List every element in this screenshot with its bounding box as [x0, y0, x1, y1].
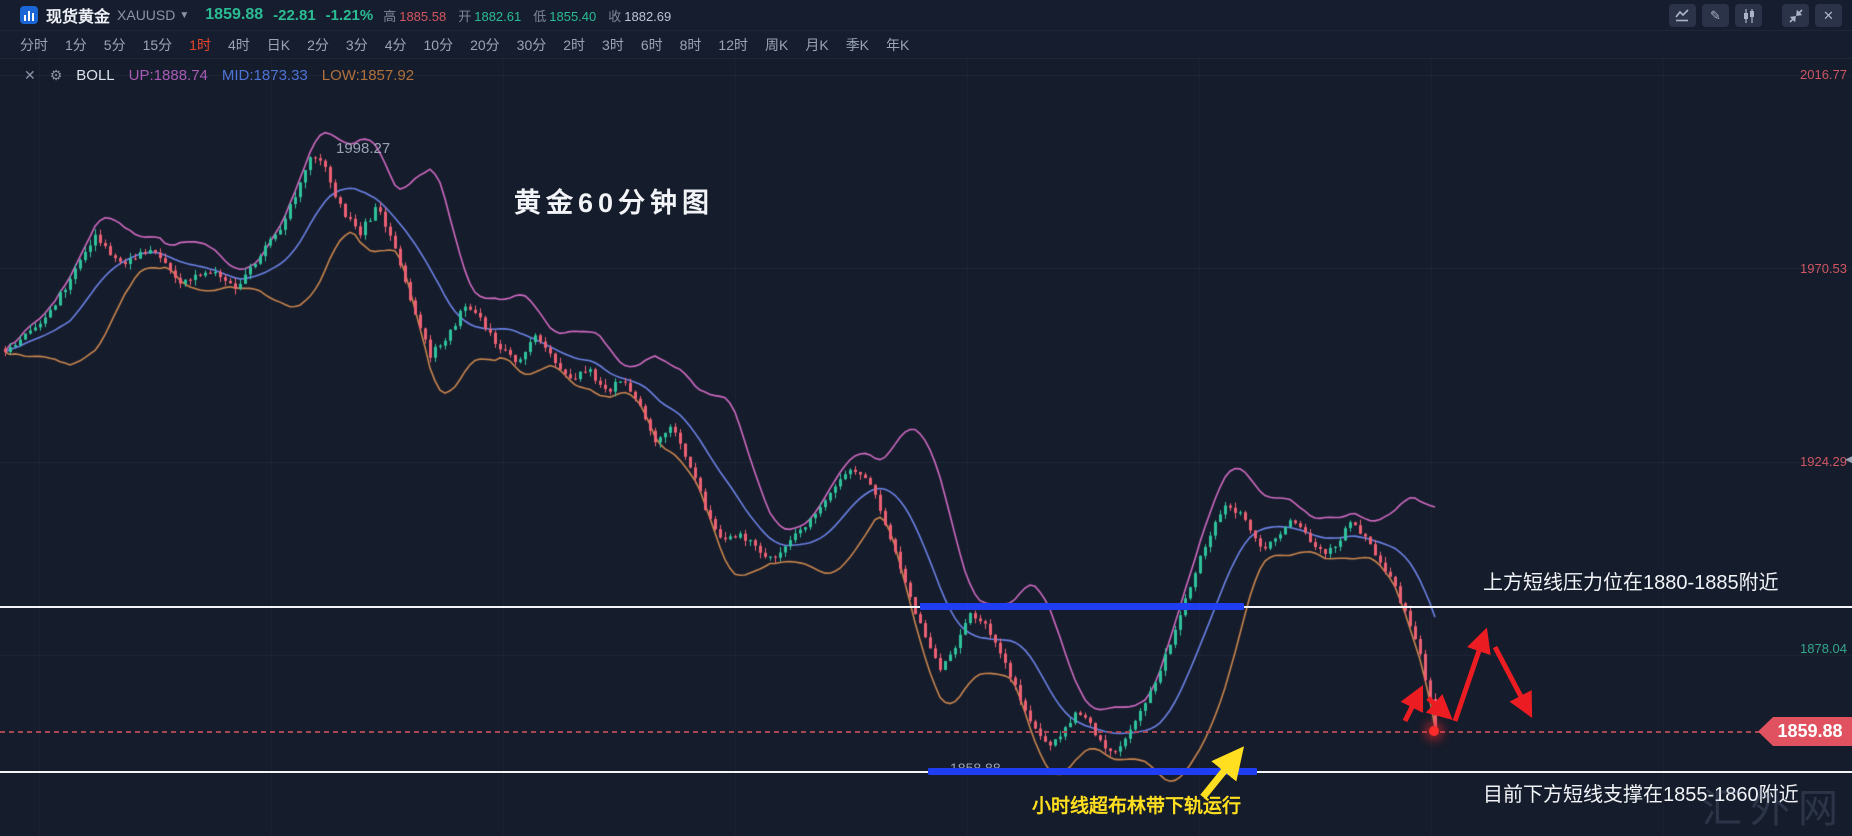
- current-price-tag: 1859.88: [1758, 717, 1852, 746]
- timeframe-tab-4时[interactable]: 4时: [227, 36, 250, 53]
- timeframe-tab-20分[interactable]: 20分: [470, 36, 500, 53]
- timeframe-tab-15分[interactable]: 15分: [142, 36, 173, 53]
- symbol-code: XAUUSD: [117, 7, 176, 23]
- timeframe-tab-1分[interactable]: 1分: [65, 36, 87, 53]
- last-price: 1859.88: [205, 6, 264, 23]
- resistance-blue-segment[interactable]: [920, 603, 1244, 610]
- boll-mid-value: MID:1873.33: [221, 66, 308, 84]
- timeframe-tab-月K[interactable]: 月K: [805, 36, 829, 53]
- timeframe-tab-日K[interactable]: 日K: [266, 36, 291, 53]
- indicator-close-icon[interactable]: ✕: [24, 66, 36, 83]
- chart-toolbar: ✎ ✕: [1669, 4, 1842, 27]
- price-change-percent: -1.21%: [325, 6, 374, 24]
- axis-label-1924.29: 1924.29: [1800, 454, 1847, 469]
- timeframe-tab-4分[interactable]: 4分: [384, 36, 407, 53]
- axis-label-1970.53: 1970.53: [1800, 261, 1847, 276]
- boll-low-value: LOW:1857.92: [321, 66, 415, 84]
- chart-title-annotation: 黄金60分钟图: [514, 188, 715, 218]
- axis-label-2016.77: 2016.77: [1800, 67, 1847, 82]
- symbol-header-bar: 现货黄金 XAUUSD ▼ 1859.88 -22.81 -1.21% 高 188…: [0, 0, 1852, 31]
- support-blue-segment[interactable]: [928, 768, 1257, 775]
- current-price-dashed-line: [0, 731, 1852, 733]
- timeframe-tab-8时[interactable]: 8时: [679, 36, 702, 53]
- symbol-dropdown-caret-icon[interactable]: ▼: [179, 9, 190, 21]
- stat-开: 开 1882.61: [458, 8, 522, 24]
- ohlc-stats: 高 1885.58 开 1882.61 低 1855.40 收 1882.69: [383, 6, 683, 25]
- timeframe-tab-10分[interactable]: 10分: [423, 36, 454, 53]
- timeframe-tab-2分[interactable]: 2分: [307, 36, 329, 53]
- stat-收: 收 1882.69: [608, 8, 672, 24]
- collapse-icon[interactable]: [1782, 4, 1809, 27]
- timeframe-tab-3时[interactable]: 3时: [602, 36, 624, 53]
- draw-pencil-icon[interactable]: ✎: [1702, 4, 1729, 27]
- current-price-value: 1859.88: [1777, 721, 1843, 741]
- stat-低: 低 1855.40: [533, 8, 597, 24]
- timeframe-tab-30分[interactable]: 30分: [516, 36, 547, 53]
- axis-collapse-arrow-icon[interactable]: ◀: [1845, 454, 1852, 464]
- indicator-legend: ✕ ⚙ BOLL UP:1888.74 MID:1873.33 LOW:1857…: [24, 64, 414, 86]
- axis-label-1878.04: 1878.04: [1800, 641, 1847, 656]
- timeframe-tabs: 分时 1分 5分 15分 1时 4时 日K 2分 3分 4分 10分 20分 30分 2时 3时 6时 8时 12…: [0, 31, 1852, 59]
- support-annotation: 目前下方短线支撑在1855-1860附近: [1483, 784, 1799, 806]
- resistance-annotation: 上方短线压力位在1880-1885附近: [1483, 572, 1779, 594]
- watermark: 汇外网: [1702, 787, 1846, 831]
- boll-up-value: UP:1888.74: [128, 66, 208, 84]
- line-chart-icon[interactable]: [1669, 4, 1696, 27]
- candlestick-icon[interactable]: [1735, 4, 1762, 27]
- app-logo-icon: [20, 6, 38, 24]
- close-icon[interactable]: ✕: [1815, 4, 1842, 27]
- timeframe-tab-5分[interactable]: 5分: [103, 36, 126, 53]
- support-trendline[interactable]: [0, 771, 1852, 773]
- timeframe-tab-2时[interactable]: 2时: [563, 36, 586, 53]
- timeframe-tab-年K[interactable]: 年K: [886, 36, 910, 53]
- indicator-name: BOLL: [76, 66, 115, 84]
- timeframe-tab-季K[interactable]: 季K: [845, 36, 870, 53]
- price-change: -22.81: [273, 6, 316, 24]
- peak-price-label: 1998.27: [336, 140, 391, 157]
- symbol-name: 现货黄金: [46, 9, 111, 26]
- timeframe-tab-3分[interactable]: 3分: [345, 36, 368, 53]
- indicator-settings-gear-icon[interactable]: ⚙: [49, 66, 63, 83]
- last-price-dot: [1429, 726, 1439, 736]
- timeframe-tab-6时[interactable]: 6时: [640, 36, 663, 53]
- timeframe-tab-12时[interactable]: 12时: [718, 36, 748, 53]
- stat-高: 高 1885.58: [383, 8, 447, 24]
- bollinger-annotation: 小时线超布林带下轨运行: [1032, 796, 1242, 817]
- timeframe-tab-分时[interactable]: 分时: [20, 36, 48, 53]
- timeframe-tab-周K[interactable]: 周K: [765, 36, 789, 53]
- timeframe-tab-1时[interactable]: 1时: [189, 36, 211, 53]
